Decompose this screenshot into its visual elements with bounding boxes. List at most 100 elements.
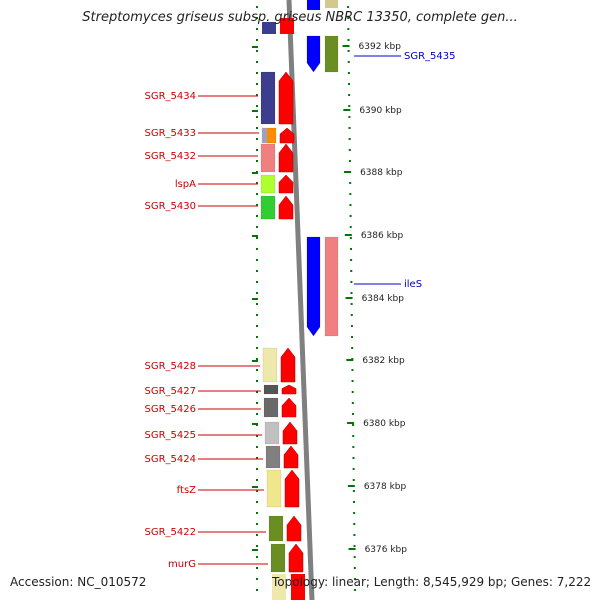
track-dot xyxy=(256,534,258,536)
track-dot xyxy=(256,479,258,481)
track-dot xyxy=(349,193,352,195)
track-dot xyxy=(256,160,258,162)
track-dot xyxy=(256,149,258,151)
track-dot xyxy=(349,226,352,228)
track-dot xyxy=(256,402,258,404)
track-dot xyxy=(256,72,258,74)
strand-arrow xyxy=(283,445,299,469)
major-tick xyxy=(252,423,258,425)
strand-arrow xyxy=(280,347,296,383)
track-dot xyxy=(351,347,354,349)
track-dot xyxy=(256,435,258,437)
right-track xyxy=(347,6,357,591)
strand-arrow xyxy=(306,236,321,337)
scale-tick xyxy=(346,359,354,361)
track-dot xyxy=(256,248,258,250)
track-dot xyxy=(347,83,350,85)
track-dot xyxy=(256,314,258,316)
track-dot xyxy=(256,204,258,206)
gene-block xyxy=(260,143,276,173)
gene-label: SGR_5425 xyxy=(145,430,197,441)
scale-tick xyxy=(347,485,355,487)
scale-tick xyxy=(342,45,350,47)
track-dot xyxy=(349,182,352,184)
scale-label: 6380 kbp xyxy=(363,419,406,429)
gene-label: SGR_5424 xyxy=(145,454,197,465)
track-dot xyxy=(347,61,350,63)
major-tick xyxy=(252,360,258,362)
scale-tick xyxy=(345,297,353,299)
major-tick xyxy=(252,235,258,237)
gene-label: SGR_5435 xyxy=(404,51,456,62)
track-dot xyxy=(350,270,353,272)
track-dot xyxy=(348,105,351,107)
track-dot xyxy=(256,50,258,52)
track-dot xyxy=(351,369,354,371)
major-tick xyxy=(252,172,258,174)
track-dot xyxy=(256,127,258,129)
gene-block xyxy=(270,543,286,573)
track-dot xyxy=(256,545,258,547)
track-dot xyxy=(353,501,356,503)
track-dot xyxy=(256,578,258,580)
gene-block xyxy=(268,515,284,542)
track-dot xyxy=(256,468,258,470)
track-dot xyxy=(256,193,258,195)
scale-tick xyxy=(348,548,356,550)
strand-arrow xyxy=(282,421,298,445)
track-dot xyxy=(347,39,350,41)
scale-label: 6382 kbp xyxy=(362,356,405,366)
gene-sgr-5434: SGR_5434 xyxy=(145,71,294,125)
strand-arrow xyxy=(278,143,294,173)
scale-label: 6384 kbp xyxy=(362,294,405,304)
gene-murg: murG xyxy=(168,543,304,573)
track-dot xyxy=(348,138,351,140)
track-dot xyxy=(256,94,258,96)
gene-sgr-5430: SGR_5430 xyxy=(145,195,294,220)
gene-label: SGR_5434 xyxy=(145,91,197,102)
track-dot xyxy=(348,94,351,96)
track-dot xyxy=(256,556,258,558)
gene-block xyxy=(260,174,276,194)
track-dot xyxy=(256,61,258,63)
track-dot xyxy=(352,435,355,437)
gene-label: lspA xyxy=(175,179,196,190)
right-gene-features: SGR_5435 ileS xyxy=(306,0,456,337)
track-dot xyxy=(353,534,356,536)
track-dot xyxy=(256,281,258,283)
track-dot xyxy=(256,138,258,140)
track-dot xyxy=(352,479,355,481)
track-dot xyxy=(348,116,351,118)
track-dot xyxy=(256,182,258,184)
gene-block-detail xyxy=(262,128,267,143)
track-dot xyxy=(353,512,356,514)
gene-block-partial xyxy=(325,0,338,8)
track-dot xyxy=(256,567,258,569)
scale-tick xyxy=(344,234,352,236)
track-dot xyxy=(256,490,258,492)
gene-label: SGR_5426 xyxy=(145,404,197,415)
genome-summary: Topology: linear; Length: 8,545,929 bp; … xyxy=(272,575,592,589)
track-dot xyxy=(349,204,352,206)
track-dot xyxy=(256,39,258,41)
gene-sgr-5427: SGR_5427 xyxy=(145,384,297,397)
left-gene-features: SGR_5434 SGR_5433 SGR_5432 lspA SGR_5430 SGR_… xyxy=(145,18,305,600)
gene-block xyxy=(266,469,282,508)
track-dot xyxy=(256,116,258,118)
track-dot xyxy=(348,127,351,129)
track-dot xyxy=(256,292,258,294)
track-dot xyxy=(353,523,356,525)
track-dot xyxy=(353,556,356,558)
gene-label: SGR_5427 xyxy=(145,386,197,397)
track-dot xyxy=(347,28,350,30)
track-dot xyxy=(351,391,354,393)
major-tick xyxy=(252,486,258,488)
track-dot xyxy=(256,512,258,514)
track-dot xyxy=(348,160,351,162)
track-dot xyxy=(256,6,258,8)
gene-sgr-5433: SGR_5433 xyxy=(145,127,295,144)
track-dot xyxy=(352,468,355,470)
track-dot xyxy=(350,303,353,305)
track-dot xyxy=(256,215,258,217)
